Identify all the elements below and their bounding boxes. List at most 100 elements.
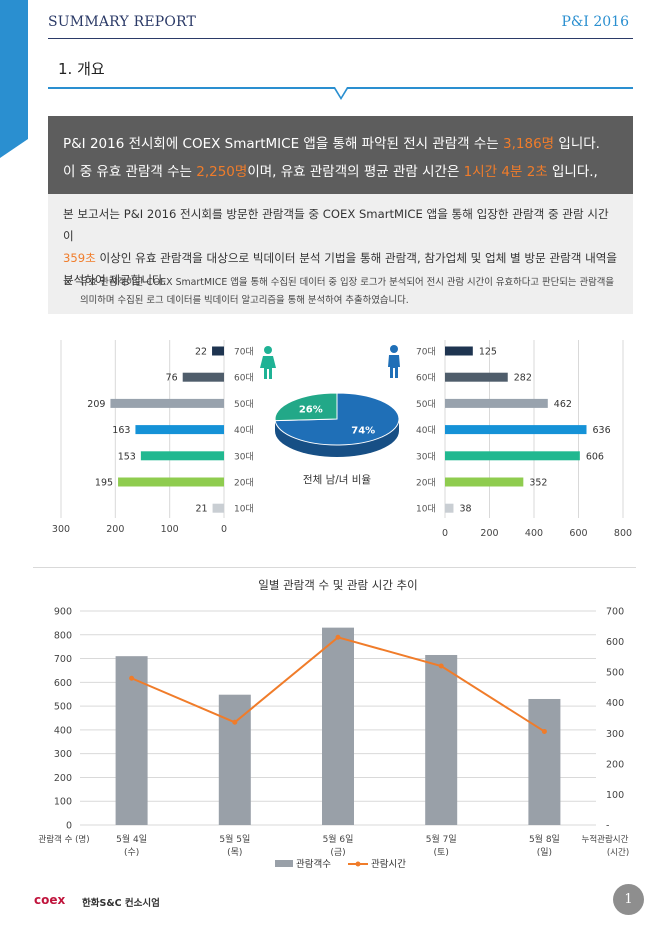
category-label: 50대 — [416, 399, 436, 410]
section-notch-inner — [335, 87, 347, 97]
bar — [182, 372, 224, 382]
data-label: 76 — [166, 373, 178, 384]
bar — [445, 503, 454, 513]
chart-title: 일별 관람객 수 및 관람 시간 추이 — [258, 578, 417, 592]
category-label: 40대 — [416, 425, 436, 436]
line-point — [232, 719, 238, 725]
category-label: 70대 — [234, 347, 254, 358]
category-label: 30대 — [416, 451, 436, 462]
x-tick-label: 800 — [614, 528, 632, 539]
bar — [425, 654, 458, 825]
chart-separator — [33, 567, 636, 568]
data-label: 153 — [118, 451, 136, 462]
data-label: 462 — [554, 399, 572, 410]
x-tick-label-sub: (목) — [227, 847, 242, 858]
category-label: 20대 — [234, 478, 254, 489]
min-visit-time: 359초 — [63, 251, 96, 265]
bar — [445, 372, 508, 382]
x-tick-label: 5월 7일 — [426, 833, 457, 845]
line-point — [335, 634, 341, 640]
y-tick-right: 700 — [606, 607, 624, 618]
male-age-chart: 0 200 400 600 800 125 70대 282 60대 462 50대 636 40대 606… — [416, 340, 632, 539]
avg-visit-time: 1시간 4분 2초 — [463, 164, 548, 180]
x-tick-label: 300 — [52, 524, 70, 535]
bar — [115, 656, 148, 825]
y-tick-left: 600 — [54, 678, 72, 689]
category-label: 60대 — [234, 373, 254, 384]
male-icon — [388, 345, 400, 378]
data-label: 606 — [586, 451, 604, 462]
category-label: 10대 — [416, 504, 436, 515]
x-tick-label-sub: (일) — [537, 847, 552, 858]
valid-visitor-count: 2,250명 — [196, 164, 248, 180]
corner-accent — [0, 0, 28, 158]
summary-text: P&I 2016 전시회에 COEX SmartMICE 앱을 통해 파악된 전… — [63, 136, 504, 152]
category-label: 70대 — [416, 347, 436, 358]
summary-box: P&I 2016 전시회에 COEX SmartMICE 앱을 통해 파악된 전… — [48, 116, 633, 194]
x-tick-label-sub: (수) — [124, 847, 139, 858]
footnote: ※ 유효 관람객이란 COEX SmartMICE 앱을 통해 수집된 데이터 … — [64, 274, 624, 310]
x-tick-label-sub: (토) — [434, 848, 449, 858]
y-tick-right: 300 — [606, 729, 624, 740]
line-point — [438, 663, 444, 669]
data-label: 21 — [195, 504, 207, 515]
bar — [140, 451, 224, 461]
y-tick-left: 900 — [54, 607, 72, 618]
x-tick-label: 400 — [525, 528, 543, 539]
bar — [445, 398, 548, 408]
y-tick-left: 0 — [66, 821, 72, 832]
report-title: SUMMARY REPORT — [48, 14, 197, 30]
y-axis-label-right: 누적관람시간 — [582, 834, 629, 845]
section-title: 1. 개요 — [58, 60, 105, 78]
x-tick-label: 0 — [221, 524, 227, 535]
y-tick-left: 200 — [54, 773, 72, 784]
data-label: 195 — [95, 478, 113, 489]
summary-line-1: P&I 2016 전시회에 COEX SmartMICE 앱을 통해 파악된 전… — [63, 130, 633, 158]
description-text: 이상인 유효 관람객을 대상으로 빅데이터 분석 기법을 통해 관람객, 참가업… — [95, 251, 618, 265]
bar — [445, 451, 580, 461]
data-label: 38 — [459, 504, 471, 515]
bar — [218, 694, 251, 825]
summary-text: 이 중 유효 관람객 수는 — [63, 164, 197, 180]
bar — [110, 398, 224, 408]
y-tick-left: 700 — [54, 654, 72, 665]
gender-pie-chart: 74% 26% 전체 남/녀 비율 — [274, 392, 400, 486]
pie-label: 74% — [351, 425, 375, 436]
y-tick-right: 200 — [606, 759, 624, 770]
coex-logo: coex — [34, 893, 66, 907]
description-line-3: 분석하여 제공합니다. — [63, 273, 167, 287]
bar — [212, 503, 224, 513]
note-mark: ※ — [64, 277, 72, 288]
bar — [528, 698, 561, 825]
daily-trend-chart: 일별 관람객 수 및 관람 시간 추이 0 100 200 300 400 500 600 70… — [38, 578, 629, 870]
y-axis-label-right-unit: (시간) — [607, 847, 629, 858]
header-divider — [48, 38, 633, 39]
bar — [445, 346, 473, 356]
pie-depth — [275, 419, 399, 457]
x-tick-label: 0 — [442, 528, 448, 539]
event-name: P&I 2016 — [561, 14, 630, 30]
y-tick-left: 400 — [54, 725, 72, 736]
bar — [322, 627, 354, 825]
bar — [212, 346, 224, 356]
y-tick-right: 600 — [606, 637, 624, 648]
y-tick-left: 100 — [54, 797, 72, 808]
line-series — [131, 636, 545, 733]
consortium-name: 한화S&C 컨소시엄 — [82, 898, 160, 909]
y-tick-left: 300 — [54, 749, 72, 760]
x-tick-label: 200 — [480, 528, 498, 539]
bar — [445, 425, 587, 435]
category-label: 20대 — [416, 478, 436, 489]
y-tick-right: 500 — [606, 668, 624, 679]
legend-label-line: 관람시간 — [371, 858, 406, 870]
pie-slice — [274, 392, 338, 422]
x-tick-label: 600 — [569, 528, 587, 539]
summary-text: 입니다., — [547, 164, 598, 180]
bar — [445, 477, 524, 487]
x-tick-label: 5월 4일 — [116, 833, 147, 845]
data-label: 163 — [112, 425, 130, 436]
description-line-2: 359초 이상인 유효 관람객을 대상으로 빅데이터 분석 기법을 통해 관람객… — [63, 247, 618, 269]
legend-label-bars: 관람객수 — [296, 858, 331, 870]
category-label: 30대 — [234, 451, 254, 462]
